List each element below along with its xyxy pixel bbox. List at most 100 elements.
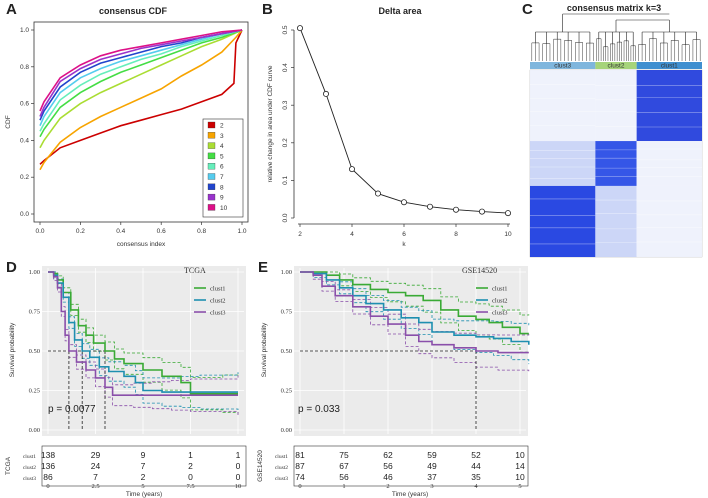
panel-b-line: [299, 27, 509, 214]
panel-c-cluster-bar: clust3 clust2 clust1: [530, 62, 702, 70]
panel-a-y-tick-label: 0.6: [20, 101, 29, 108]
panel-e-median-lines: [300, 350, 477, 430]
panel-c-heat-block: [595, 70, 637, 142]
panel-d-x-tick-label: 5: [141, 483, 144, 490]
panel-e-y-tick-label: 0.00: [281, 427, 292, 434]
panel-a-xlabel: consensus index: [117, 241, 166, 248]
panel-d-y-tick-label: 1.00: [29, 269, 40, 276]
panel-b-y-tick-label: 0.2: [282, 138, 289, 147]
panel-a-legend-swatch-10: [207, 204, 216, 211]
panel-d-x-tick-label: 10: [235, 483, 242, 490]
panel-b-x-tick-label: 10: [504, 231, 512, 238]
panel-c-cluster-band-clust2: [595, 62, 637, 69]
panel-d-legend-title: TCGA: [184, 266, 206, 275]
panel-e-x-tick-label: 1: [342, 483, 345, 490]
panel-d-km-tcga: 0.000.250.500.751.00 clust1clust2clust3 …: [5, 266, 247, 498]
panel-a-frame: [33, 21, 249, 223]
panel-a-x-tick-label: 0.6: [157, 228, 166, 235]
panel-e-risk-cell: 75: [339, 450, 349, 460]
panel-e-pvalue: p = 0.033: [298, 404, 340, 415]
panel-a-ylabel: CDF: [5, 115, 12, 128]
panel-e-x-tick-label: 2: [386, 483, 389, 490]
panel-d-risk-cell: 2: [188, 461, 193, 471]
panel-a-y-tick-label: 0.8: [20, 64, 29, 71]
panel-c-heat-block: [530, 70, 596, 142]
panel-a-y-tick-label: 0.0: [20, 211, 29, 218]
panel-d-line-clust2: [48, 271, 238, 393]
panel-b-y-tick-label: 0.0: [282, 213, 289, 222]
panel-e-risk-cell: 67: [339, 461, 349, 471]
panel-c-heat-block: [636, 70, 702, 142]
panel-d-risk-rowname-clust2: clust2: [23, 465, 36, 471]
panel-a-legend-label-7: 7: [220, 174, 224, 181]
panel-d-line-clust1: [48, 271, 238, 395]
panel-d-risk-cell: 24: [91, 461, 101, 471]
panel-e-risk-cell: 74: [295, 472, 305, 482]
panel-e-legend-label-clust2: clust2: [492, 298, 508, 305]
panel-e-x-tick-label: 4: [474, 483, 478, 490]
panel-d-risk-label: TCGA: [5, 456, 12, 475]
panel-e-x-tick-label: 0: [298, 483, 301, 490]
panel-a-legend-label-10: 10: [220, 205, 228, 212]
panel-b-x-tick-label: 4: [350, 231, 354, 238]
panel-a-x-tick-label: 0.2: [76, 228, 85, 235]
panel-d-risk-cell: 1: [188, 450, 193, 460]
panel-e-legend-label-clust3: clust3: [492, 310, 508, 317]
panel-e-y-tick-label: 0.25: [281, 388, 292, 395]
panel-c-heatmap: [529, 69, 703, 258]
panel-c-heat-block: [530, 185, 596, 257]
panel-d-risk-cell: 138: [41, 450, 55, 460]
panel-a-legend-swatch-6: [207, 163, 216, 170]
panel-e-ci-upper-clust1: [300, 271, 530, 316]
panel-b-x-tick-label: 8: [454, 231, 458, 238]
panel-a-legend-label-9: 9: [220, 195, 224, 202]
panel-b-x-tick-label: 6: [402, 231, 406, 238]
panel-e-y-ticks: 0.00 0.25 0.50 0.75 1.00: [281, 269, 292, 434]
panel-d-ylabel: Survival probability: [9, 322, 16, 377]
panel-e-y-tick-label: 1.00: [281, 269, 292, 276]
panel-b-xlabel: k: [402, 241, 406, 248]
panel-d-x-tick-label: 0: [46, 483, 49, 490]
panel-e-y-tick-label: 0.50: [281, 348, 292, 355]
panel-e-line-clust1: [300, 271, 529, 335]
panel-e-risk-cell: 14: [515, 461, 525, 471]
panel-c-dendrogram: [531, 13, 701, 61]
panel-d-risk-cell: 9: [141, 450, 146, 460]
panel-d-x-ticks: 0 2.5 5 7.5 10: [46, 483, 241, 490]
panel-c-heat-block: [595, 141, 637, 186]
panel-e-risk-cell: 10: [515, 450, 525, 460]
panel-d-legend-label-clust2: clust2: [210, 298, 226, 305]
panel-d-legend-label-clust3: clust3: [210, 310, 226, 317]
panel-a-legend-swatch-2: [207, 121, 216, 129]
panel-a-y-tick-label: 0.4: [20, 137, 29, 144]
panel-d-legend-label-clust1: clust1: [210, 286, 226, 293]
panel-a-legend-swatch-4: [207, 142, 216, 149]
panel-e-ylabel: Survival probability: [261, 322, 268, 377]
panel-d-xlabel: Time (years): [126, 491, 162, 498]
panel-b-y-tick-label: 0.4: [282, 63, 289, 72]
panel-d-risk-cell: 0: [188, 472, 193, 482]
panel-d-risk-cell: 1: [236, 450, 241, 460]
panel-c-heat-block: [530, 141, 596, 186]
panel-e-risk-label: GSE14520: [257, 450, 264, 482]
panel-d-median-lines: [48, 350, 106, 430]
panel-e-risk-rowname-clust3: clust3: [275, 476, 288, 482]
panel-d-y-ticks: 0.00 0.25 0.50 0.75 1.00: [29, 269, 40, 434]
panel-a-legend-swatch-7: [207, 173, 216, 180]
panel-a-series-line-3: [39, 29, 243, 171]
panel-a-y-tick-label: 1.0: [20, 27, 29, 34]
panel-d-y-tick-label: 0.50: [29, 348, 40, 355]
panel-a-series-line-5: [39, 29, 243, 138]
panel-a-x-tick-label: 0.4: [116, 228, 125, 235]
panel-d-ci-upper-clust1: [48, 271, 239, 378]
panel-e-risk-cell: 44: [471, 461, 481, 471]
panel-d-risk-rowname-clust1: clust1: [23, 454, 36, 460]
panel-e-legend-label-clust1: clust1: [492, 286, 508, 293]
panel-e-series: [300, 271, 530, 354]
panel-d-y-tick-label: 0.25: [29, 388, 40, 395]
panel-d-risk-cell: 7: [93, 472, 98, 482]
panel-b-y-tick-label: 0.5: [282, 25, 289, 34]
panel-b-point: [374, 190, 381, 197]
panel-d-line-clust3: [48, 271, 238, 397]
panel-c-cluster-label-clust2: clust2: [608, 63, 625, 70]
